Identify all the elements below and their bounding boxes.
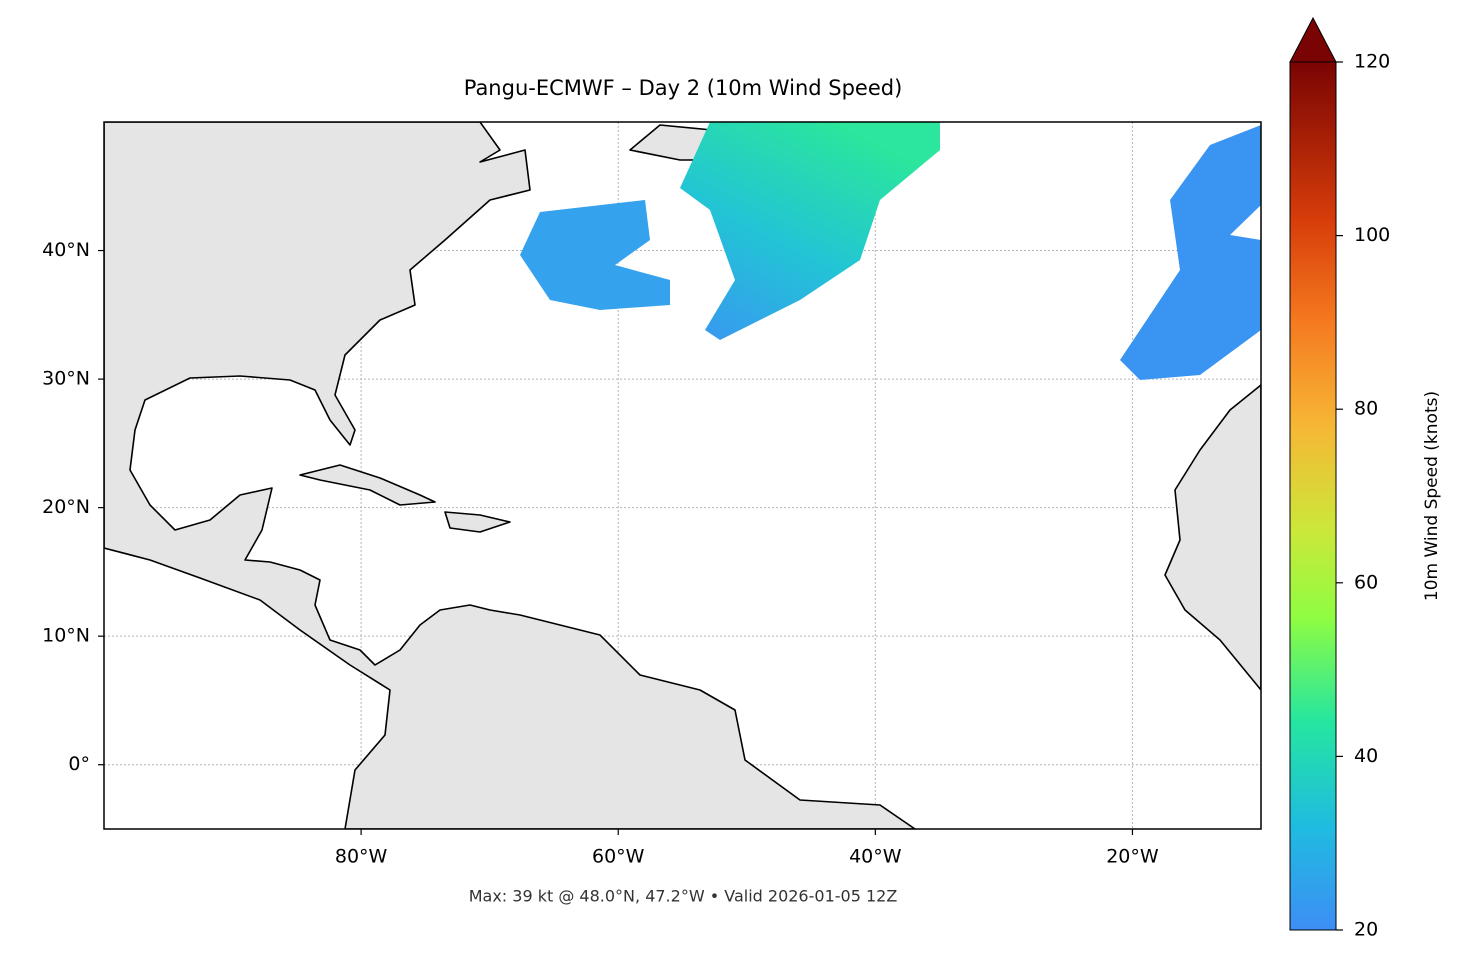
x-tick-label: 60°W	[592, 846, 645, 868]
wind-area	[680, 122, 940, 340]
americas-land	[104, 122, 916, 829]
colorbar-bar	[1289, 61, 1337, 931]
chart-title: Pangu-ECMWF – Day 2 (10m Wind Speed)	[464, 76, 903, 100]
colorbar-extend	[1289, 16, 1337, 63]
colorbar-tick-label: 80	[1354, 398, 1378, 420]
y-tick-label: 40°N	[42, 239, 90, 261]
colorbar: 10m Wind Speed (knots) 20 40 60 80 100 120	[1289, 16, 1442, 941]
cuba	[299, 464, 436, 506]
colorbar-tick-label: 120	[1354, 51, 1390, 73]
map-area	[104, 122, 1261, 829]
x-tick-label: 80°W	[335, 846, 388, 868]
x-tick-label: 40°W	[849, 846, 902, 868]
wind-area	[520, 200, 670, 310]
hispaniola	[444, 511, 511, 533]
africa-land	[1164, 384, 1261, 691]
colorbar-tick-label: 40	[1354, 745, 1378, 767]
colorbar-tick-label: 100	[1354, 224, 1390, 246]
annotation: Max: 39 kt @ 48.0°N, 47.2°W • Valid 2026…	[469, 887, 898, 906]
colorbar-tick-label: 60	[1354, 571, 1378, 593]
x-tick-label: 20°W	[1106, 846, 1159, 868]
colorbar-tick-label: 20	[1354, 919, 1378, 941]
y-tick-label: 20°N	[42, 496, 90, 518]
y-tick-label: 10°N	[42, 625, 90, 647]
wind-area	[1120, 125, 1261, 380]
map-frame	[103, 121, 1262, 830]
colorbar-label: 10m Wind Speed (knots)	[1422, 391, 1442, 601]
y-tick-label: 0°	[68, 753, 90, 775]
y-tick-label: 30°N	[42, 368, 90, 390]
